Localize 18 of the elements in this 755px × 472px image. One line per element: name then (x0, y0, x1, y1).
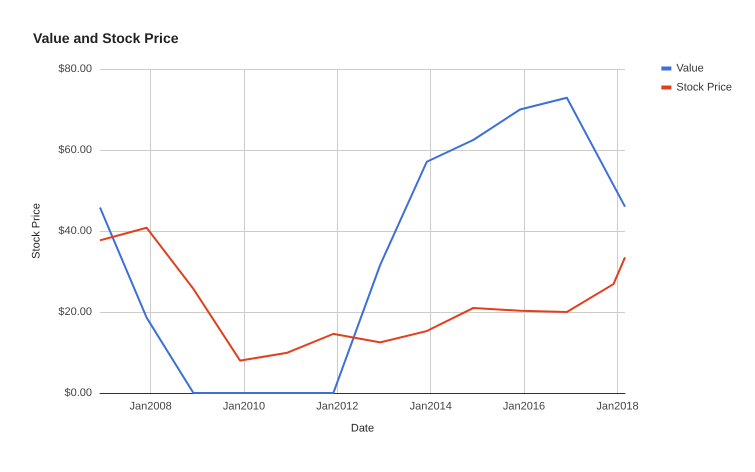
x-axis-title: Date (350, 422, 374, 434)
y-tick-label: $80.00 (58, 63, 92, 75)
y-tick-label: $0.00 (64, 387, 92, 399)
x-tick-label: Jan2012 (316, 400, 358, 412)
y-tick-label: $60.00 (58, 144, 92, 156)
y-tick-label: $20.00 (58, 306, 92, 318)
x-tick-label: Jan2008 (130, 400, 172, 412)
x-tick-label: Jan2016 (502, 400, 546, 412)
line-series (99, 226, 626, 362)
legend-label: Stock Price (676, 82, 732, 94)
y-axis-title: Stock Price (30, 203, 42, 259)
x-tick-label: Jan2010 (222, 400, 266, 412)
legend-label: Value (676, 62, 704, 74)
x-tick-label: Jan2018 (596, 400, 639, 412)
line-series (99, 96, 626, 394)
y-tick-label: $40.00 (58, 225, 92, 237)
x-tick-label: Jan2014 (410, 400, 452, 412)
chart-title: Value and Stock Price (33, 30, 179, 46)
